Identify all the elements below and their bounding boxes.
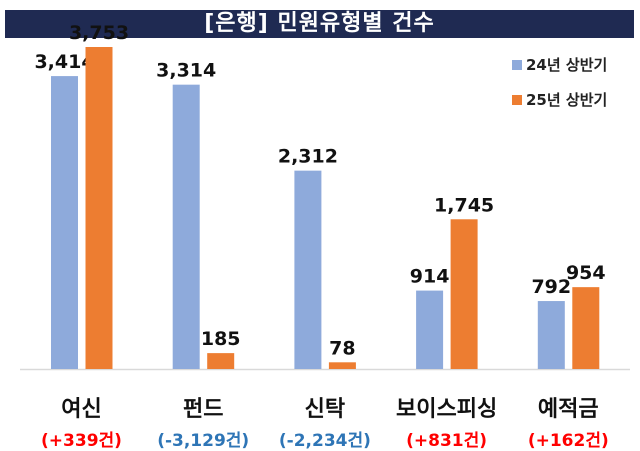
- bar-24-2: [294, 170, 322, 369]
- change-label: (-3,129건): [157, 431, 249, 451]
- category-label: 보이스피싱: [396, 397, 497, 422]
- legend-swatch: [512, 60, 522, 70]
- data-label: 78: [329, 337, 355, 359]
- legend-label: 24년 상반기: [526, 56, 607, 74]
- bar-24-0: [51, 76, 78, 369]
- change-label: (-2,234건): [279, 431, 371, 451]
- data-label: 185: [201, 328, 241, 350]
- bar-24-3: [416, 290, 444, 369]
- category-label: 펀드: [183, 397, 223, 422]
- change-label: (+831건): [406, 431, 487, 451]
- data-label: 3,414: [34, 51, 94, 73]
- bar-25-0: [85, 47, 113, 369]
- bar-24-4: [537, 301, 565, 369]
- legend-swatch: [512, 95, 522, 105]
- bar-25-4: [572, 287, 600, 369]
- data-label: 3,314: [156, 60, 216, 82]
- category-label: 신탁: [305, 397, 345, 422]
- change-label: (+339건): [41, 431, 122, 451]
- legend-label: 25년 상반기: [526, 91, 607, 109]
- category-label: 여신: [61, 397, 101, 422]
- data-label: 3,753: [69, 22, 129, 44]
- data-label: 2,312: [278, 146, 338, 168]
- category-label: 예적금: [538, 397, 599, 422]
- bar-25-2: [328, 362, 356, 369]
- chart-title: [은행] 민원유형별 건수: [5, 10, 634, 38]
- bar-25-3: [450, 219, 478, 369]
- data-label: 792: [531, 276, 571, 298]
- change-label: (+162건): [528, 431, 609, 451]
- bar-24-1: [172, 84, 200, 369]
- bar-25-1: [207, 353, 235, 369]
- data-label: 1,745: [434, 194, 494, 216]
- data-label: 954: [566, 262, 606, 284]
- data-label: 914: [410, 266, 450, 288]
